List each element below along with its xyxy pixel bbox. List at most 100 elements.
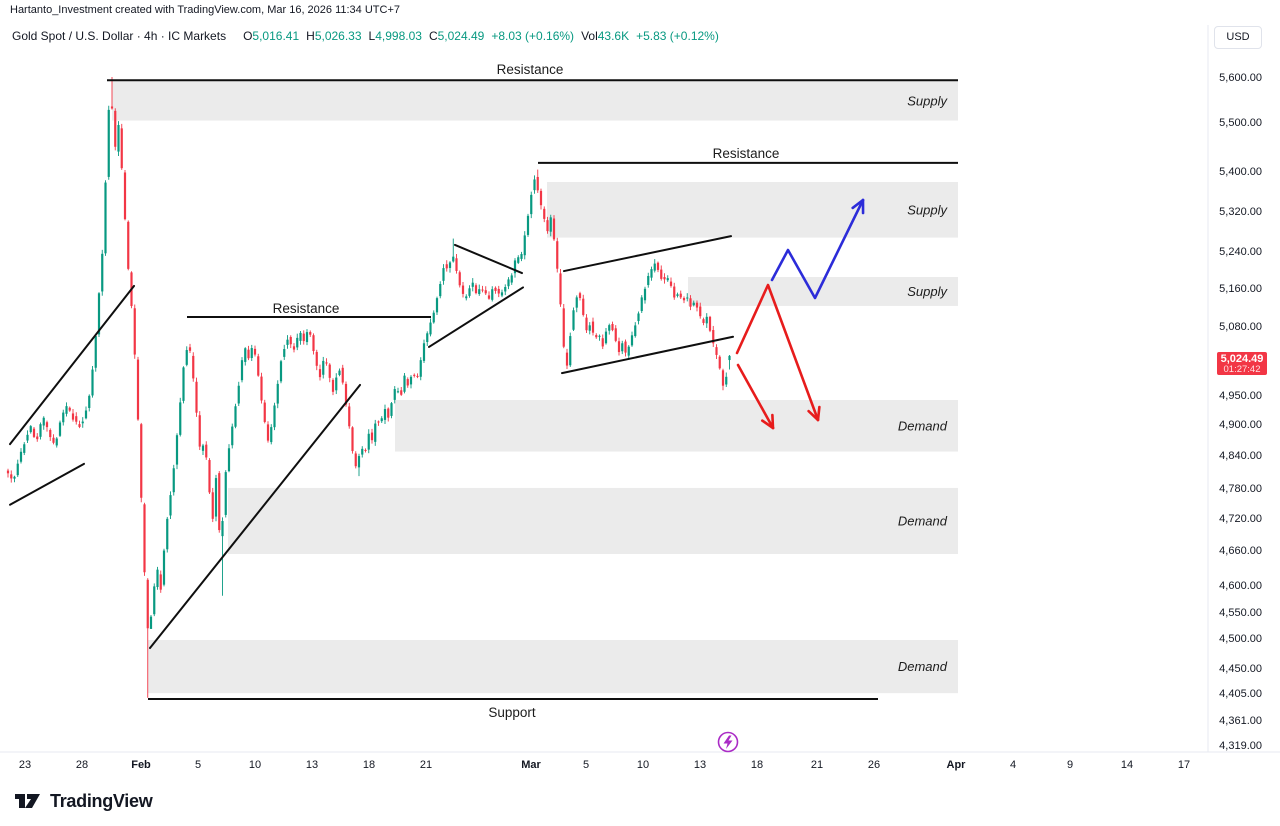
ascending-trendline-1[interactable] [9,284,135,446]
resistance-line-1-label: Resistance [497,62,564,77]
candle-body [88,395,91,408]
candle-body [458,272,461,286]
candle [240,357,244,383]
candle [673,282,676,300]
candle [383,404,387,425]
bearish-path-arrow-1[interactable] [735,283,821,422]
candle [500,289,504,298]
candle [266,421,270,443]
candle-body [539,190,543,206]
channel-lower-line[interactable] [561,335,734,375]
candle-body [721,370,725,386]
candle-body [214,478,218,517]
last-price-value: 5,024.49 [1221,353,1264,365]
candle [26,430,29,443]
candle [88,394,91,412]
candle-body [461,285,465,294]
pennant-upper-line[interactable] [454,243,523,275]
candle-body [283,349,286,357]
candle [292,343,296,353]
channel-upper-line[interactable] [563,235,732,273]
candle-body [276,383,279,404]
candle [718,355,721,370]
candle [624,339,627,357]
candle-body [65,406,68,414]
candle-body [530,194,533,215]
symbol-title[interactable]: Gold Spot / U.S. Dollar · 4h · IC Market… [12,29,227,43]
candle-body [429,322,432,335]
candle [614,325,617,343]
demand-zone[interactable] [395,400,958,452]
candle [705,313,708,328]
candle-body [218,473,221,531]
candle [257,353,260,377]
candle [198,411,201,451]
candle-body [156,569,159,588]
candle [660,265,663,281]
candle-body [195,381,198,413]
candle [604,327,608,345]
tradingview-footer-logo[interactable]: TradingView [14,789,153,813]
candle [328,363,331,383]
candle-body [110,106,114,109]
candle [104,180,107,256]
event-marker[interactable] [717,731,739,753]
candle [234,403,237,429]
candle [351,426,354,454]
candle [562,303,565,349]
candle-body [42,417,45,426]
candle [276,380,279,409]
candle [91,366,94,398]
bullish-path-arrow[interactable] [770,198,865,300]
candle [546,216,549,234]
price-axis[interactable]: 5,600.00 5,500.00 5,400.00 5,320.00 5,240.00… [1219,72,1262,752]
candle [390,402,393,419]
candle [474,283,478,295]
candle [84,406,88,420]
candle-body [653,263,656,271]
candle-body [182,367,185,401]
candle-body [10,474,13,479]
ascending-trendline-3[interactable] [9,462,85,506]
price-axis-label: 5,400.00 [1219,166,1262,178]
candle-body [708,316,712,331]
demand-zone[interactable] [148,639,958,694]
candle [36,433,39,442]
candle [497,285,500,298]
candle [432,310,435,324]
candle-body [455,258,458,271]
candle [406,377,409,388]
candle-body [114,110,117,147]
pennant-lower-line[interactable] [428,286,524,348]
candle-body [452,256,455,262]
lightning-bolt-icon [723,735,733,749]
candle-body [510,275,513,283]
last-price-badge-bg [1217,352,1267,375]
candle-body [123,172,127,220]
currency-unit-button[interactable]: USD [1214,26,1262,49]
candle-body [159,574,162,590]
candle-body [127,221,130,269]
candle [159,570,162,593]
supply-zone[interactable] [112,81,958,121]
candle [58,420,62,438]
bearish-path-arrow-2[interactable] [736,363,775,430]
candle-body [357,456,361,468]
time-axis[interactable]: 23 28 Feb 5 10 13 18 21 Mar 5 10 13 18 21 26 Apr 4 9 14 17 [19,759,1190,771]
ascending-trendline-2[interactable] [149,383,361,650]
demand-zone[interactable] [228,487,958,554]
candle [315,349,318,371]
candle-body [409,376,413,385]
candle-body [166,518,169,550]
supply-zone[interactable] [547,181,958,238]
candle [666,275,669,282]
candle-body [377,421,380,423]
candle [520,251,523,262]
symbol-legend[interactable]: Gold Spot / U.S. Dollar · 4h · IC Market… [12,29,719,43]
candle-body [68,407,71,411]
close-value: 5,024.49 [437,29,485,43]
candle [149,614,153,629]
candle-body [666,278,669,281]
candle-body [575,297,578,308]
